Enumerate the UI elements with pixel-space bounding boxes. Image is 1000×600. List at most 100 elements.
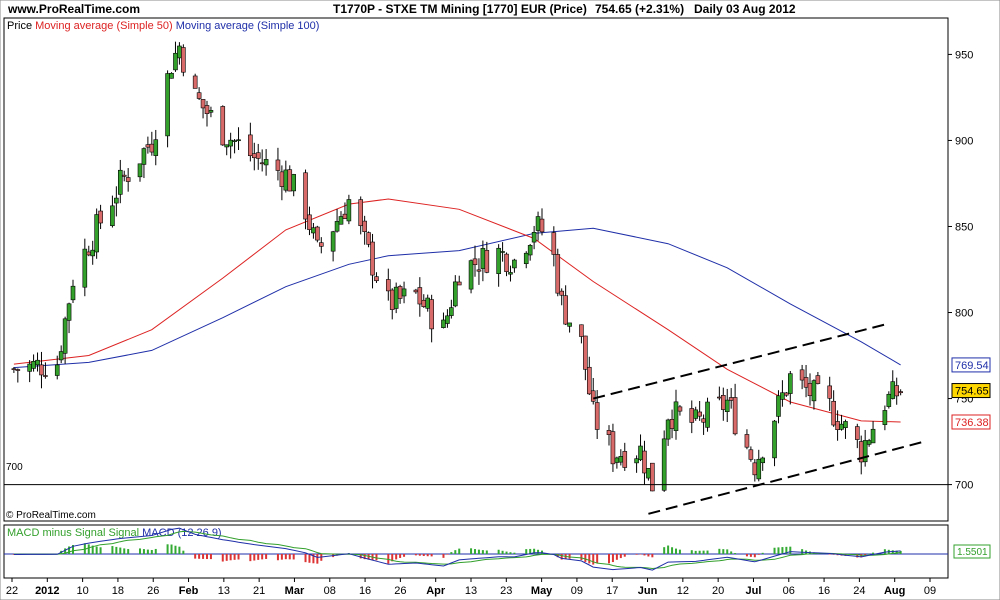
trendline[interactable] <box>592 323 886 400</box>
macd-hist-bar <box>722 549 725 554</box>
x-tick-label: 17 <box>606 585 618 597</box>
macd-hist-bar <box>726 549 729 554</box>
x-tick-label: 21 <box>253 585 265 597</box>
macd-hist-bar <box>225 554 228 561</box>
macd-hist-bar <box>142 549 145 554</box>
macd-hist-bar <box>430 554 433 557</box>
macd-hist-bar <box>367 554 370 560</box>
candle-body <box>456 281 462 286</box>
x-tick-label: May <box>531 585 553 597</box>
candle-body <box>137 163 143 178</box>
candle-body <box>705 401 710 428</box>
macd-hist-bar <box>64 548 67 554</box>
candle-body <box>417 287 423 305</box>
candle-body <box>512 259 517 269</box>
candle-body <box>638 445 643 461</box>
candle-body <box>476 269 482 272</box>
copyright-label: © ProRealTime.com <box>6 510 96 521</box>
candle-body <box>468 260 474 290</box>
macd-hist-bar <box>753 554 756 558</box>
candle-body <box>563 295 568 325</box>
macd-hist-bar <box>749 554 752 557</box>
macd-hist-bar <box>12 554 15 555</box>
trendline[interactable] <box>648 440 925 515</box>
candle-body <box>173 52 178 71</box>
candle-body <box>815 375 821 384</box>
macd-hist-bar <box>308 554 311 563</box>
x-tick-label: Aug <box>884 585 905 597</box>
candle-body <box>315 226 320 241</box>
macd-hist-bar <box>678 549 681 554</box>
macd-hist-bar <box>284 554 287 560</box>
macd-hist-bar <box>568 554 571 559</box>
macd-hist-bar <box>864 554 867 556</box>
macd-hist-bar <box>588 554 591 564</box>
ma100-line <box>13 227 901 369</box>
macd-hist-bar <box>72 544 74 554</box>
y-tick-label: 900 <box>955 135 973 147</box>
macd-hist-bar <box>698 550 701 554</box>
candle-body <box>724 399 730 412</box>
macd-hist-bar <box>781 547 784 554</box>
macd-hist-bar <box>525 549 528 554</box>
candle-body <box>291 174 297 192</box>
macd-hist-bar <box>667 545 670 554</box>
x-tick-label: 26 <box>394 585 406 597</box>
candle-body <box>259 162 265 165</box>
candle-body <box>531 231 537 243</box>
candle-body <box>31 360 36 369</box>
candle-body <box>827 385 833 399</box>
candle-body <box>650 462 655 492</box>
macd-hist-bar <box>99 547 102 554</box>
macd-hist-bar <box>316 554 319 564</box>
macd-hist-bar <box>485 550 488 554</box>
macd-hist-bar <box>608 554 610 564</box>
macd-hist-bar <box>718 548 721 554</box>
candle-body <box>622 451 628 468</box>
candle-body <box>303 172 308 220</box>
candle-body <box>366 232 371 245</box>
x-tick-label: 09 <box>924 585 936 597</box>
candle-body <box>232 140 237 142</box>
macd-hist-bar <box>422 554 425 557</box>
candle-body <box>141 148 147 165</box>
macd-hist-bar <box>690 550 693 554</box>
macd-hist-bar <box>202 554 205 559</box>
macd-hist-bar <box>895 550 898 554</box>
candle-body <box>200 99 206 109</box>
macd-hist-bar <box>470 548 473 554</box>
candle-body <box>82 248 88 288</box>
candle-body <box>86 251 92 256</box>
candle-body <box>248 134 253 157</box>
macd-hist-bar <box>233 554 236 560</box>
candle-body <box>169 72 174 79</box>
candle-body <box>208 110 214 113</box>
macd-hist-bar <box>426 554 429 557</box>
macd-hist-bar <box>560 554 563 560</box>
candle-body <box>756 458 762 480</box>
macd-hist-bar <box>127 549 130 554</box>
candle-body <box>772 420 777 459</box>
macd-hist-bar <box>474 549 476 554</box>
candle-body <box>452 281 458 307</box>
x-tick-label: Jul <box>746 585 762 597</box>
candle-body <box>898 391 903 394</box>
candle-body <box>673 401 679 431</box>
candle-body <box>11 368 17 370</box>
candle-body <box>98 210 103 224</box>
x-tick-label: 16 <box>359 585 371 597</box>
candle-body <box>831 400 836 426</box>
candle-body <box>429 299 434 330</box>
candle-body <box>181 47 186 73</box>
candle-body <box>279 171 285 187</box>
value-badge-label: 754.65 <box>955 386 989 398</box>
candle-body <box>413 289 419 293</box>
candle-body <box>283 169 289 191</box>
macd-hist-bar <box>139 548 141 554</box>
candle-body <box>843 421 848 428</box>
last-price-change: 754.65 (+2.31%) <box>595 2 685 16</box>
macd-hist-bar <box>178 546 181 554</box>
macd-hist-bar <box>615 554 618 560</box>
macd-hist-bar <box>730 551 733 554</box>
